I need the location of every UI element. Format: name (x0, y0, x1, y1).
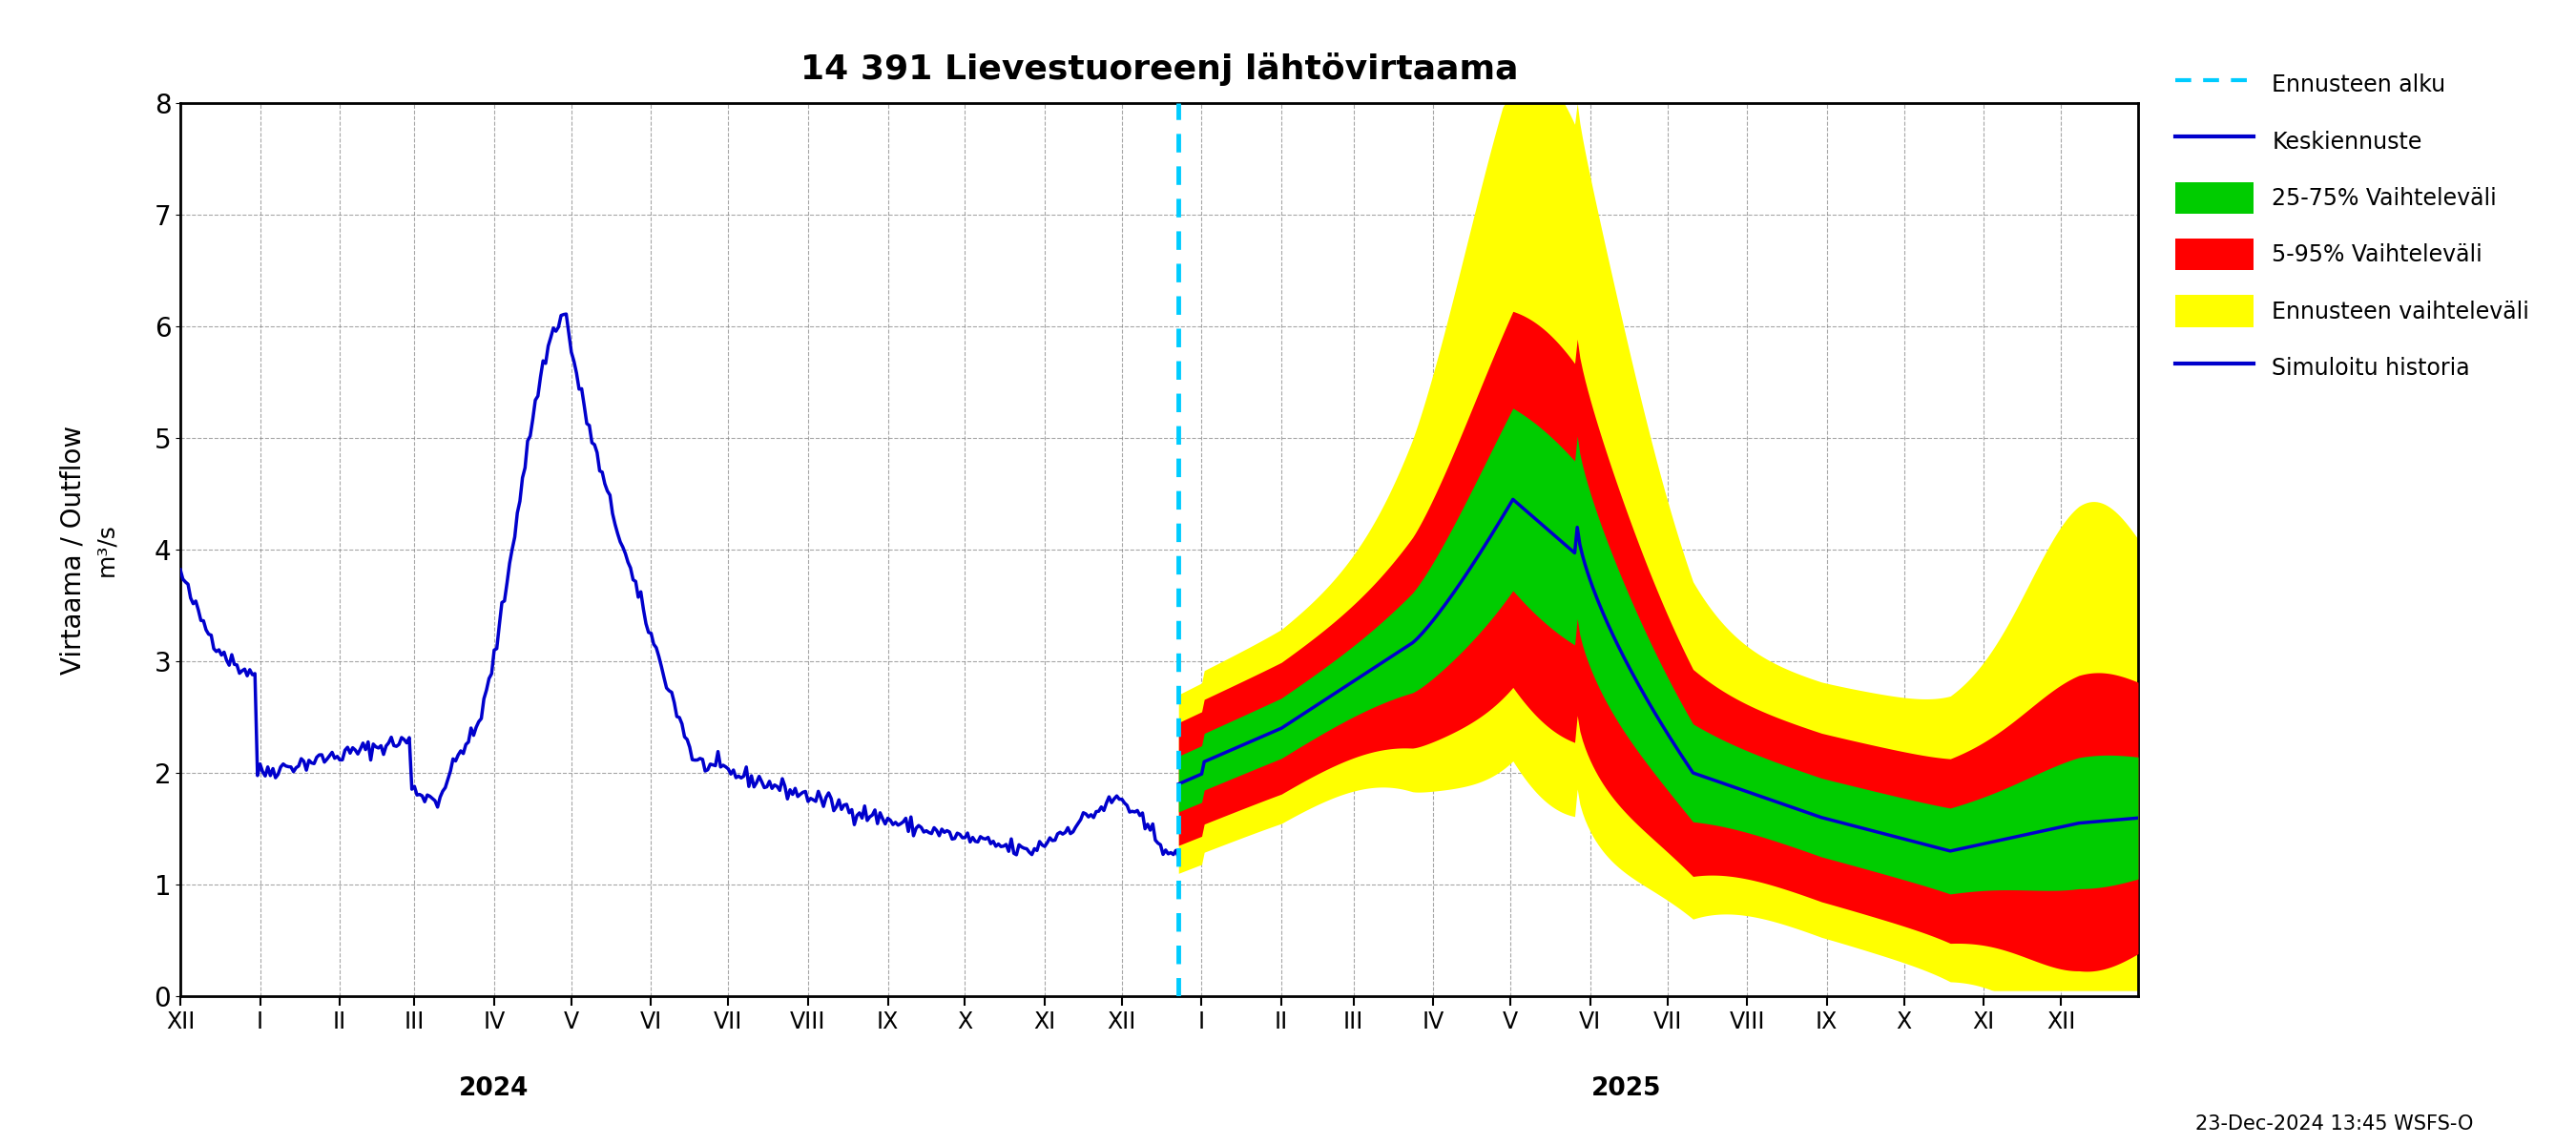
Text: Virtaama / Outflow: Virtaama / Outflow (59, 425, 85, 674)
Text: 2024: 2024 (459, 1076, 528, 1101)
Title: 14 391 Lievestuoreenj lähtövirtaama: 14 391 Lievestuoreenj lähtövirtaama (801, 53, 1517, 86)
Text: 23-Dec-2024 13:45 WSFS-O: 23-Dec-2024 13:45 WSFS-O (2195, 1114, 2473, 1134)
Legend: Ennusteen alku, Keskiennuste, 25-75% Vaihteleväli, 5-95% Vaihteleväli, Ennusteen: Ennusteen alku, Keskiennuste, 25-75% Vai… (2174, 69, 2530, 384)
Text: 2025: 2025 (1592, 1076, 1662, 1101)
Text: m³/s: m³/s (95, 523, 118, 576)
